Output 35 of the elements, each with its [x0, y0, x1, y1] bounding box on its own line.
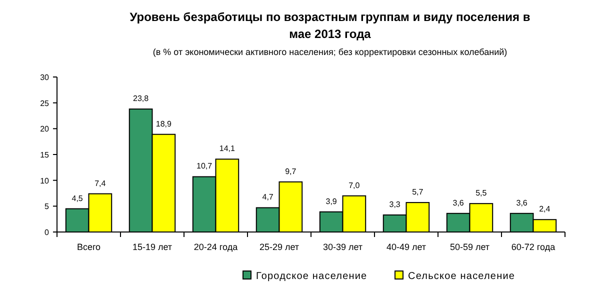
- y-tick-label: 30: [40, 73, 50, 82]
- y-tick-label: 5: [44, 202, 50, 212]
- x-tick-label: 15-19 лет: [132, 242, 172, 252]
- x-tick-label: Всего: [76, 242, 101, 252]
- y-tick-label: 25: [40, 98, 50, 108]
- data-label: 3,3: [389, 200, 401, 209]
- x-tick-label: 30-39 лет: [322, 242, 363, 252]
- x-tick-label: 50-59 лет: [450, 242, 490, 252]
- data-label: 3,9: [326, 196, 338, 206]
- data-label: 5,5: [476, 188, 488, 198]
- y-tick-label: 20: [40, 124, 50, 134]
- y-tick-label: 15: [40, 150, 50, 160]
- data-label: 7,0: [348, 180, 360, 190]
- data-label: 9,7: [285, 166, 297, 176]
- legend-label: Сельское население: [408, 271, 516, 282]
- data-label: 23,8: [133, 94, 150, 104]
- data-label: 14,1: [219, 144, 236, 154]
- data-label: 10,7: [196, 162, 213, 171]
- chart-title: Уровень безработицы по возрастным группам и виду поселения в мае 2013 года: [130, 10, 530, 41]
- y-tick-label: 0: [44, 228, 50, 237]
- legend-label: Городское население: [256, 271, 368, 282]
- data-label: 4,7: [262, 192, 274, 202]
- data-label: 4,5: [72, 194, 84, 203]
- x-tick-label: 20-24 года: [194, 242, 238, 252]
- y-tick-label: 10: [40, 176, 50, 186]
- chart-subtitle: (в % от экономически активного населения; без корректировки сезонных колебаний): [152, 47, 508, 57]
- data-label: 2,4: [539, 204, 551, 214]
- data-label: 3,6: [516, 198, 528, 208]
- data-label: 18,9: [156, 119, 172, 128]
- data-label: 5,7: [412, 188, 424, 197]
- x-tick-label: 40-49 лет: [386, 242, 426, 252]
- data-label: 3,6: [452, 198, 464, 208]
- x-tick-label: 60-72 года: [511, 242, 556, 252]
- data-label: 7,4: [94, 178, 106, 188]
- x-tick-label: 25-29 лет: [259, 242, 300, 252]
